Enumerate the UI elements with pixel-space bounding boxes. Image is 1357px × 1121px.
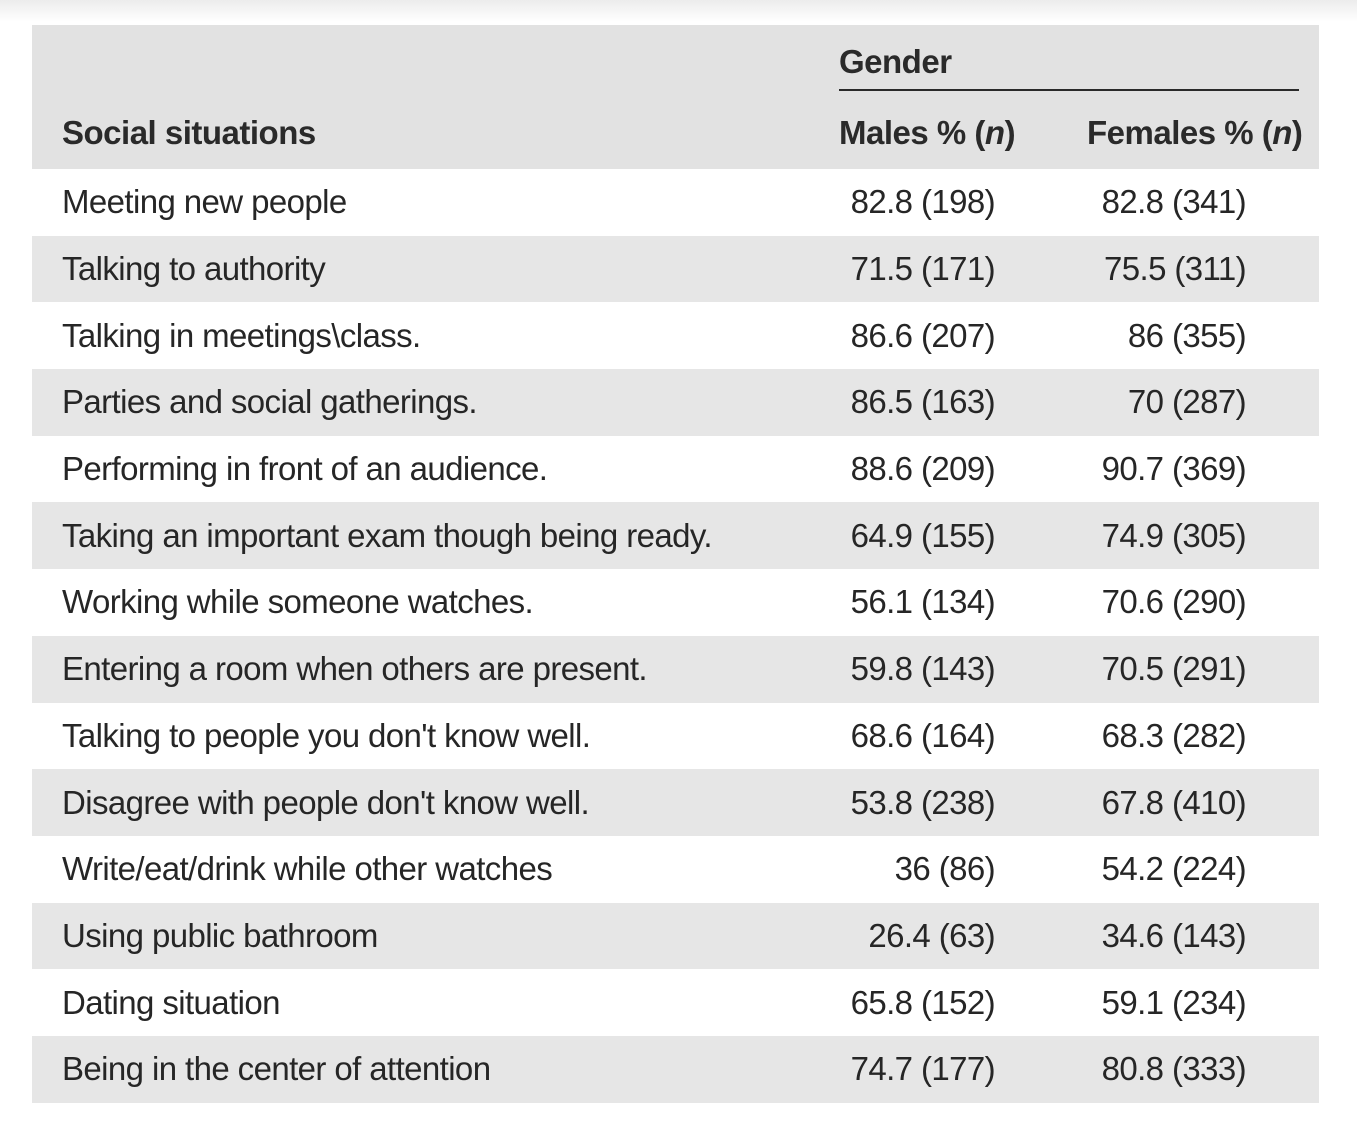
situation-cell: Talking in meetings\class. (62, 316, 421, 354)
table-row: Talking in meetings\class. 86.6 (207) 86 (… (32, 302, 1319, 370)
situation-cell: Meeting new people (62, 183, 347, 221)
table-header: Gender Social situations Males % (n) Fem… (32, 25, 1319, 169)
situation-cell: Taking an important exam though being re… (62, 516, 713, 554)
males-value-cell: 74.7 (177) (850, 1050, 996, 1088)
males-value-cell: 26.4 (63) (868, 916, 995, 954)
situation-cell: Dating situation (62, 983, 280, 1021)
table-row: Parties and social gatherings. 86.5 (163)… (32, 369, 1319, 436)
females-value-cell: 80.8 (333) (1101, 1050, 1247, 1088)
table-row: Taking an important exam though being re… (32, 502, 1319, 570)
males-value-cell: 36 (86) (894, 850, 996, 888)
table-row: Performing in front of an audience. 88.6 … (32, 435, 1319, 503)
social-situations-table-container: Gender Social situations Males % (n) Fem… (32, 25, 1319, 1103)
situation-cell: Talking to authority (62, 250, 326, 288)
situation-cell: Talking to people you don't know well. (62, 716, 591, 754)
column-header-situation: Social situations (62, 114, 316, 151)
males-value-cell: 53.8 (238) (850, 783, 996, 821)
males-value-cell: 59.8 (143) (850, 650, 996, 688)
table-row: Write/eat/drink while other watches 36 (8… (32, 835, 1319, 903)
males-header-suffix: ) (1004, 114, 1016, 151)
females-value-cell: 54.2 (224) (1101, 850, 1247, 888)
females-header-suffix: ) (1291, 114, 1303, 151)
gender-underline (839, 89, 1299, 91)
situation-cell: Write/eat/drink while other watches (62, 850, 553, 888)
females-value-cell: 90.7 (369) (1101, 450, 1247, 488)
gender-group-header: Gender (805, 25, 1319, 97)
situation-cell: Using public bathroom (62, 916, 378, 954)
females-value-cell: 34.6 (143) (1101, 916, 1247, 954)
situation-cell: Performing in front of an audience. (62, 450, 548, 488)
table-body: Meeting new people 82.8 (198) 82.8 (341) Ta… (32, 169, 1319, 1103)
table-row: Disagree with people don't know well. 53.… (32, 769, 1319, 836)
column-header-females: Females % (n) (1053, 97, 1319, 169)
males-value-cell: 88.6 (209) (850, 450, 996, 488)
males-header-n: n (984, 114, 1005, 151)
top-shadow (0, 0, 1357, 22)
females-value-cell: 82.8 (341) (1101, 183, 1247, 221)
column-header-males: Males % (n) (805, 97, 1053, 169)
females-value-cell: 67.8 (410) (1101, 783, 1247, 821)
females-value-cell: 70 (287) (1127, 383, 1247, 421)
females-value-cell: 70.5 (291) (1101, 650, 1247, 688)
males-value-cell: 82.8 (198) (850, 183, 996, 221)
situation-cell: Parties and social gatherings. (62, 383, 478, 421)
males-header-prefix: Males % ( (839, 114, 985, 151)
males-value-cell: 68.6 (164) (850, 716, 996, 754)
females-value-cell: 75.5 (311) (1104, 250, 1247, 288)
males-value-cell: 71.5 (171) (850, 250, 996, 288)
females-header-prefix: Females % ( (1087, 114, 1273, 151)
table-row: Using public bathroom 26.4 (63) 34.6 (143) (32, 902, 1319, 970)
males-value-cell: 65.8 (152) (850, 983, 996, 1021)
table-row: Working while someone watches. 56.1 (134)… (32, 569, 1319, 636)
males-value-cell: 64.9 (155) (850, 516, 996, 554)
header-empty-cell (32, 25, 805, 97)
table-row: Dating situation 65.8 (152) 59.1 (234) (32, 969, 1319, 1036)
table-row: Meeting new people 82.8 (198) 82.8 (341) (32, 169, 1319, 236)
gender-label: Gender (839, 43, 952, 80)
males-value-cell: 86.5 (163) (850, 383, 996, 421)
females-value-cell: 86 (355) (1127, 316, 1247, 354)
females-header-n: n (1272, 114, 1292, 151)
social-situations-table: Gender Social situations Males % (n) Fem… (32, 25, 1319, 1103)
situation-cell: Working while someone watches. (62, 583, 534, 621)
females-value-cell: 59.1 (234) (1101, 983, 1247, 1021)
situation-cell: Disagree with people don't know well. (62, 783, 590, 821)
females-value-cell: 70.6 (290) (1101, 583, 1247, 621)
situation-cell: Entering a room when others are present. (62, 650, 648, 688)
header-row-columns: Social situations Males % (n) Females % … (32, 97, 1319, 169)
table-row: Being in the center of attention 74.7 (17… (32, 1035, 1319, 1103)
males-value-cell: 56.1 (134) (850, 583, 996, 621)
females-value-cell: 74.9 (305) (1101, 516, 1247, 554)
situation-cell: Being in the center of attention (62, 1050, 491, 1088)
table-row: Talking to people you don't know well. 68… (32, 702, 1319, 770)
females-value-cell: 68.3 (282) (1101, 716, 1247, 754)
males-value-cell: 86.6 (207) (850, 316, 996, 354)
table-row: Talking to authority 71.5 (171) 75.5 (311) (32, 235, 1319, 303)
header-row-group: Gender (32, 25, 1319, 97)
table-row: Entering a room when others are present.… (32, 635, 1319, 703)
